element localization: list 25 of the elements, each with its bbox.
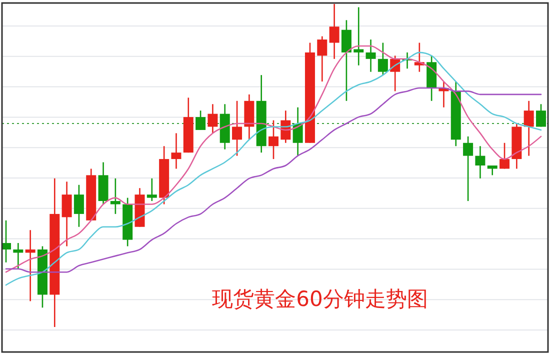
candlestick [317,36,328,82]
candlestick [366,38,376,72]
candlestick [487,164,498,176]
candlestick [171,132,182,170]
candlestick [25,229,36,302]
candlestick [475,145,486,180]
candlestick [232,100,242,156]
candlestick [341,20,352,102]
candlestick [329,3,340,60]
candlestick [463,136,474,202]
candlestick [354,6,364,66]
candlestick [536,103,546,128]
candlestick [110,178,120,215]
candlestick [146,178,157,202]
candlestick [62,181,72,247]
candlestick [292,106,303,156]
candlestick [500,142,510,170]
candlestick [208,103,218,134]
candlestick [268,120,278,160]
text: 现货黄金60分钟走势图 [212,287,428,311]
candlestick [378,42,388,76]
candlestick [74,184,84,228]
candlestick [13,242,24,270]
candlestick [196,110,206,131]
candlestick [524,100,534,156]
